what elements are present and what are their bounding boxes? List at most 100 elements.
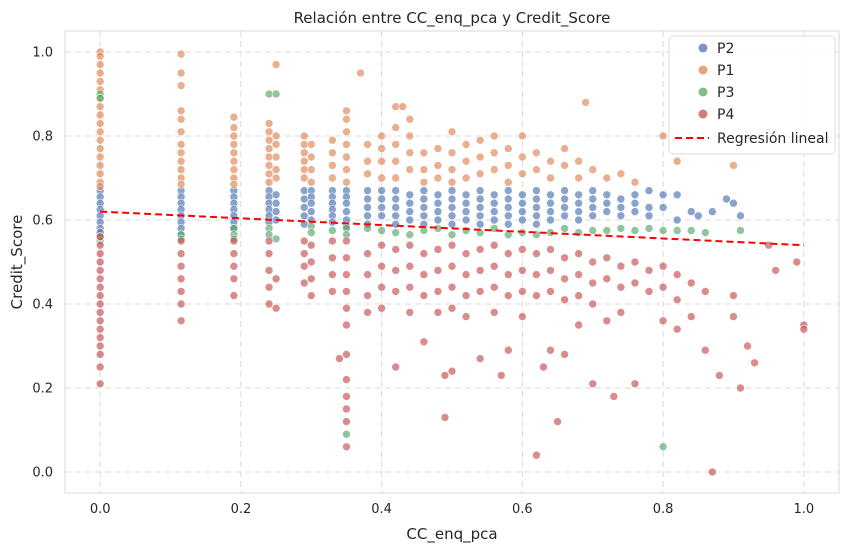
legend-marker-p1 [698,65,708,75]
point-p3 [630,226,640,235]
point-p1 [391,156,401,166]
point-p4 [363,249,372,258]
point-p2 [271,207,281,216]
point-p1 [306,152,316,162]
point-p2 [489,198,499,208]
point-p4 [475,287,485,296]
point-p4 [532,249,541,258]
point-p2 [377,194,386,204]
point-p2 [447,211,457,221]
point-p4 [630,257,640,267]
point-p1 [377,173,386,183]
x-tick-label: 1.0 [793,502,814,517]
point-p1 [264,119,274,128]
point-p4 [686,312,696,321]
point-p3 [560,224,569,233]
point-p2 [693,211,703,221]
point-p1 [475,152,485,162]
point-p2 [616,194,626,204]
point-p4 [363,291,372,300]
point-p1 [271,60,281,69]
point-p1 [518,152,527,162]
point-p4 [560,253,569,263]
point-p2 [722,194,731,204]
point-p4 [588,379,598,389]
point-p4 [546,245,555,254]
point-p1 [560,144,569,153]
point-p4 [95,249,105,258]
point-p3 [736,226,745,235]
point-p4 [672,295,682,305]
point-p1 [518,131,527,141]
point-p2 [306,207,316,216]
point-p1 [419,165,429,174]
point-p3 [644,224,654,233]
point-p4 [391,362,401,372]
point-p2 [405,198,415,208]
point-p1 [264,177,274,187]
point-p4 [95,308,105,317]
point-p4 [539,362,548,372]
point-p4 [546,287,555,296]
point-p4 [440,413,450,422]
point-p1 [229,123,239,132]
point-p4 [264,299,274,309]
point-p2 [672,215,682,225]
point-p2 [630,207,640,216]
point-p4 [342,417,351,426]
point-p4 [229,249,239,258]
point-p4 [342,270,351,279]
point-p2 [461,198,471,208]
point-p4 [95,266,105,275]
point-p1 [398,102,408,111]
point-p4 [342,303,351,313]
point-p4 [306,257,316,267]
point-p1 [95,135,105,145]
point-p2 [729,198,738,208]
point-p4 [792,257,802,267]
point-p1 [433,144,443,153]
point-p2 [461,190,471,200]
point-p4 [574,270,583,279]
point-p1 [342,140,351,149]
point-p1 [306,177,316,187]
point-p3 [602,226,612,235]
point-p2 [489,207,499,216]
point-p4 [264,236,274,246]
point-p4 [95,316,105,326]
point-p4 [377,261,386,271]
point-p3 [672,226,682,235]
point-p1 [95,127,105,137]
point-p4 [574,320,583,330]
point-p4 [95,282,105,292]
point-p1 [271,140,281,149]
y-tick-label: 0.4 [32,298,53,313]
point-p2 [475,203,485,212]
point-p4 [461,312,471,321]
point-p1 [328,135,337,145]
point-p1 [95,102,105,111]
point-p1 [356,68,365,78]
point-p1 [299,156,309,166]
point-p1 [489,165,499,174]
point-p2 [602,190,612,200]
point-p1 [574,156,583,166]
point-p1 [95,182,105,191]
x-tick-label: 0.0 [90,502,111,517]
point-p2 [377,186,386,195]
point-p4 [708,467,717,477]
y-axis-label: Credit_Score [8,215,27,310]
point-p2 [574,215,583,225]
point-p1 [271,131,281,141]
point-p1 [447,148,457,158]
point-p3 [328,226,337,235]
point-p1 [176,81,186,90]
regression-line [100,210,804,247]
point-p1 [176,140,186,149]
point-p4 [306,274,316,284]
point-p1 [447,177,457,187]
point-p1 [405,148,415,158]
point-p4 [176,299,186,309]
point-p4 [95,362,105,372]
point-p2 [503,186,513,195]
